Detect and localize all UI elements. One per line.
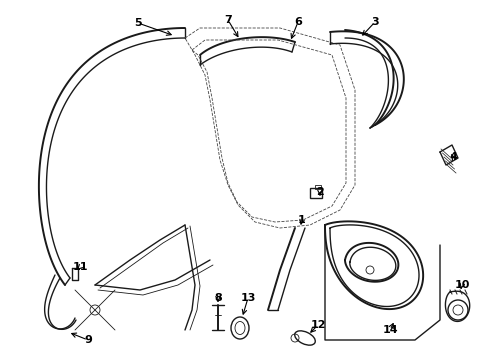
Text: 4: 4 <box>448 152 456 162</box>
Bar <box>314 185 320 189</box>
Text: 11: 11 <box>72 262 87 272</box>
Text: 1: 1 <box>298 215 305 225</box>
Text: 8: 8 <box>214 293 222 303</box>
Text: 5: 5 <box>134 18 142 28</box>
Text: 12: 12 <box>309 320 325 330</box>
Text: 7: 7 <box>224 15 231 25</box>
Text: 6: 6 <box>293 17 301 27</box>
Text: 14: 14 <box>382 325 397 335</box>
Text: 9: 9 <box>84 335 92 345</box>
Text: 2: 2 <box>315 187 323 197</box>
Text: 3: 3 <box>370 17 378 27</box>
Text: 10: 10 <box>453 280 469 290</box>
Bar <box>309 188 321 198</box>
Text: 13: 13 <box>240 293 255 303</box>
